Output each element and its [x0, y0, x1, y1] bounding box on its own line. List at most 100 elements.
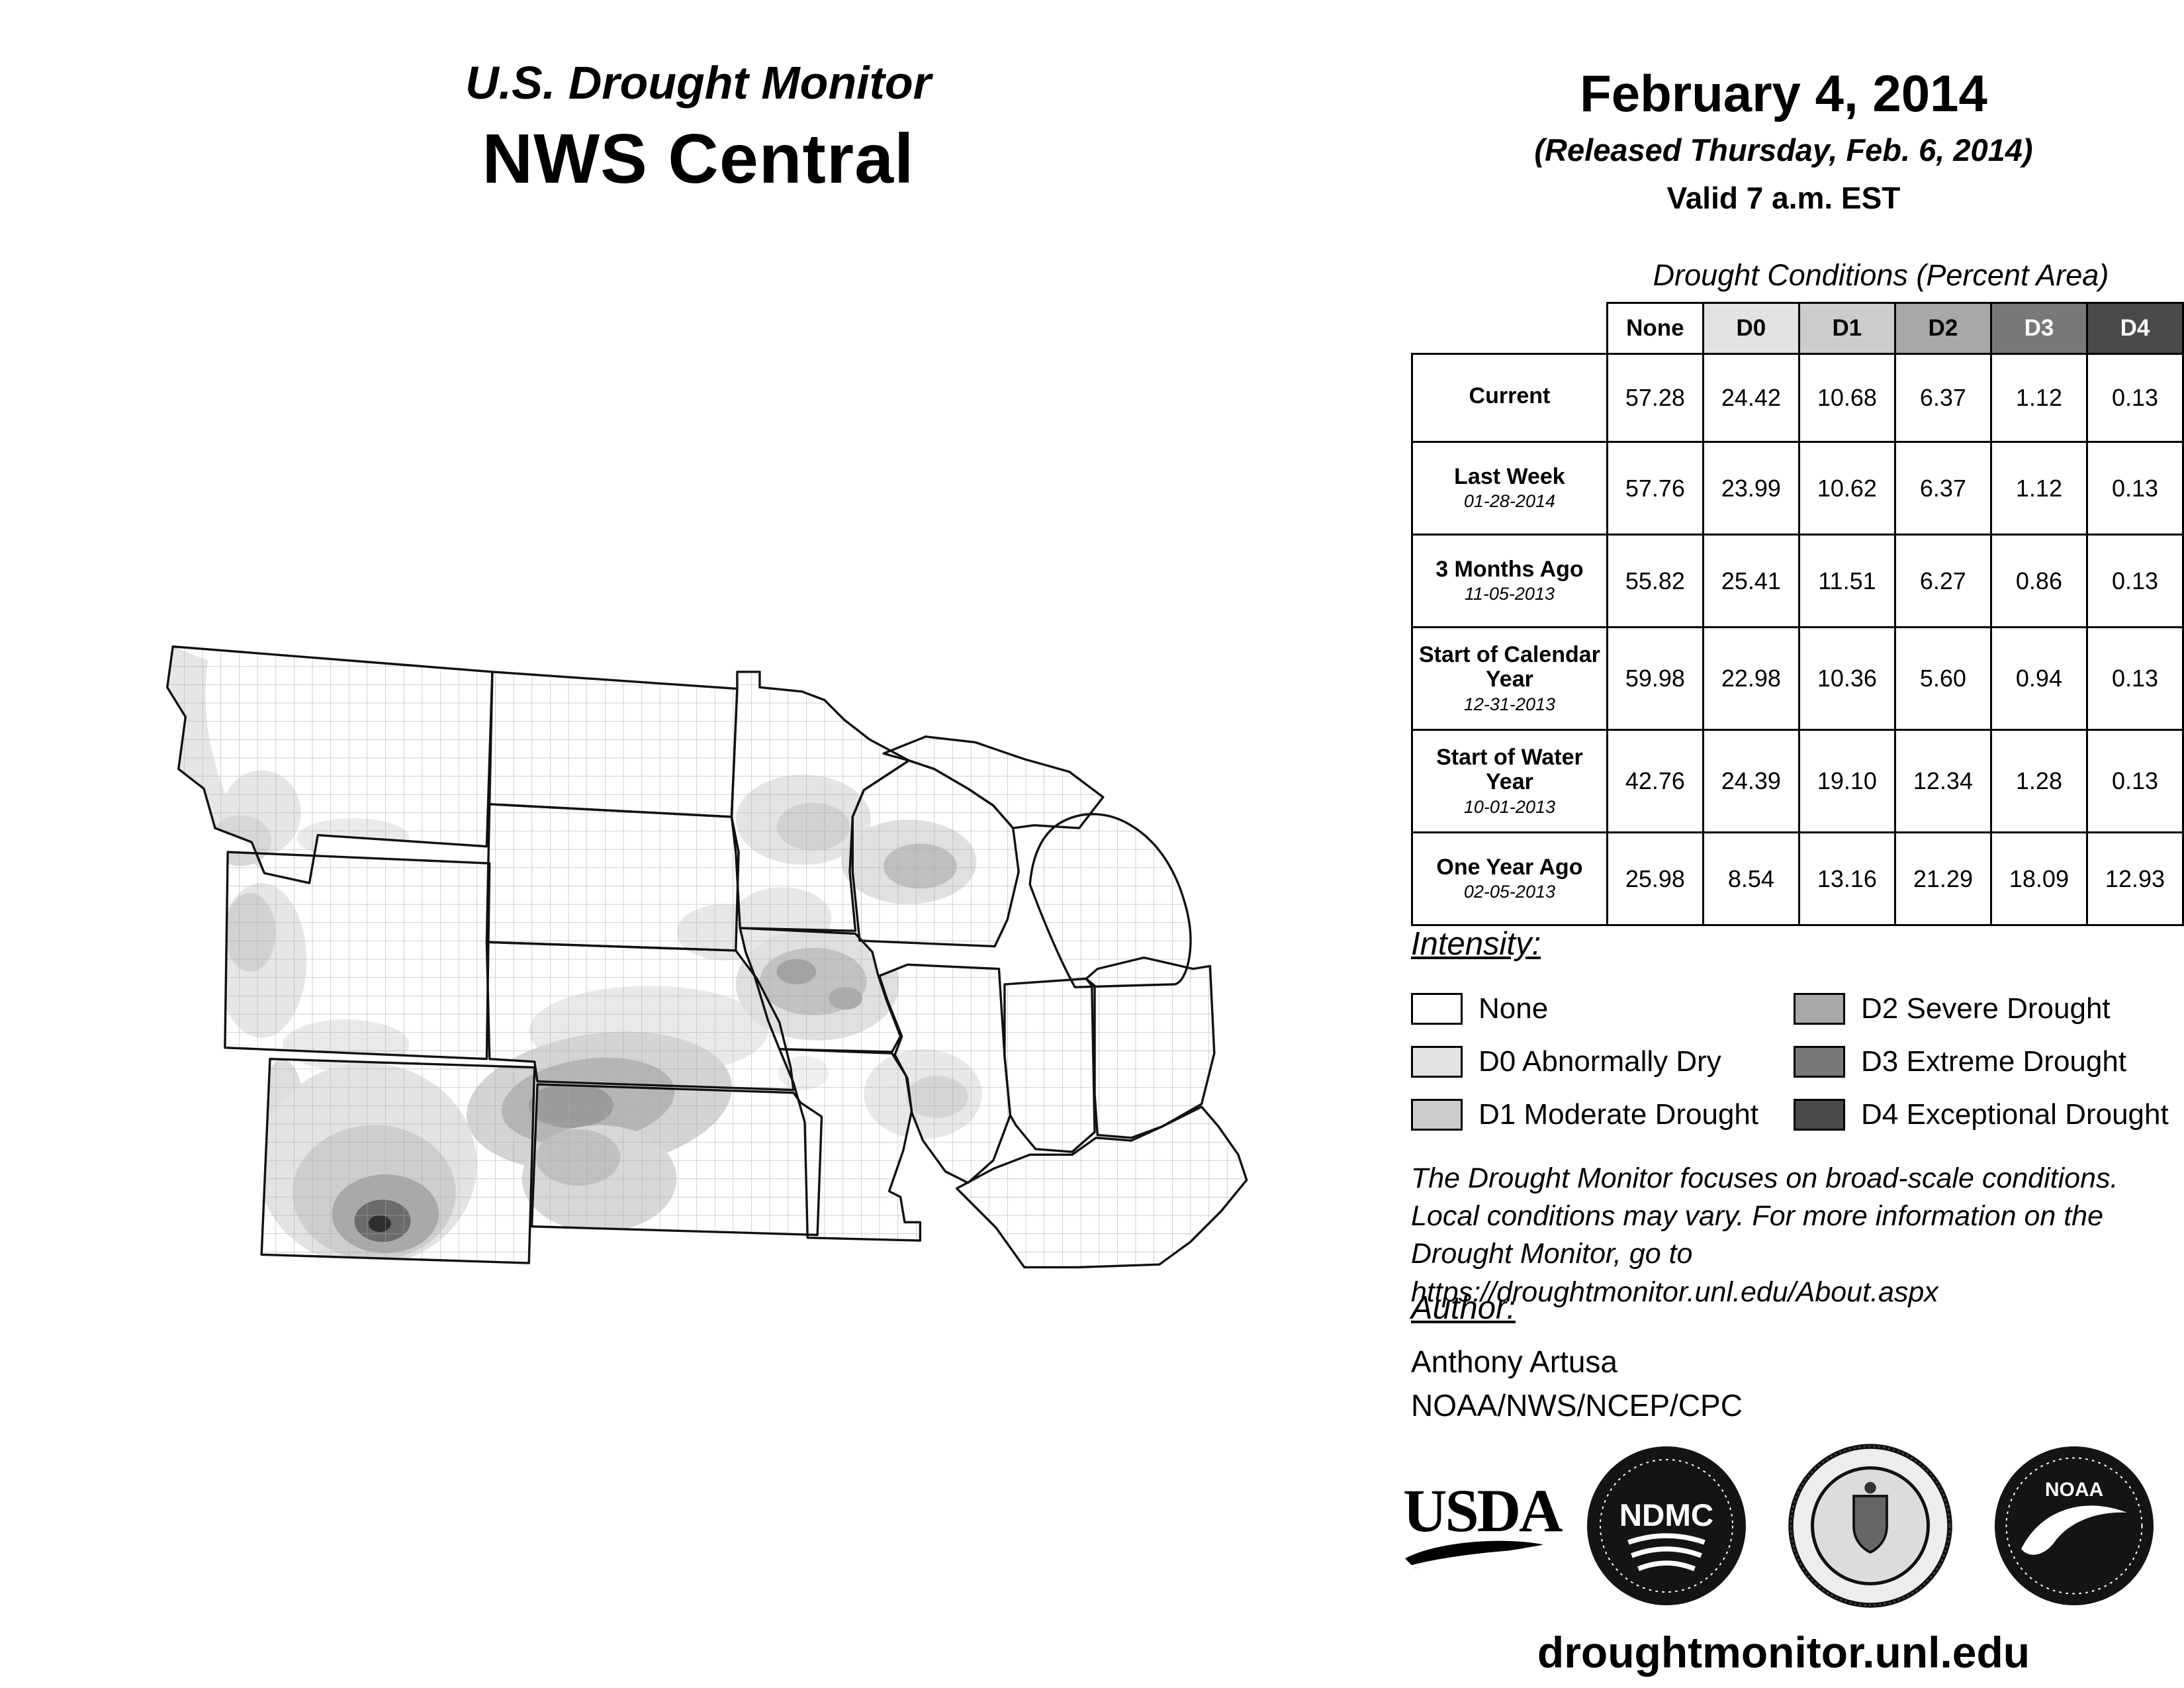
legend-item-d3: D3 Extreme Drought [1794, 1045, 2172, 1078]
cell-value: 0.13 [2085, 441, 2184, 536]
state-kansas [530, 1083, 823, 1237]
table-title: Drought Conditions (Percent Area) [1653, 258, 2109, 292]
usda-logo: USDA [1403, 1476, 1563, 1569]
legend-swatch-d2 [1794, 993, 1845, 1025]
cell-value: 55.82 [1606, 534, 1704, 628]
ndmc-logo: NDMC [1587, 1446, 1746, 1605]
col-header-d2: D2 [1893, 302, 1992, 355]
legend-swatch-d4 [1794, 1099, 1845, 1131]
commerce-seal-icon [1788, 1444, 1952, 1608]
state-colorado [260, 1058, 536, 1264]
col-header-d3: D3 [1989, 302, 2088, 355]
col-header-d0: D0 [1702, 302, 1800, 355]
cell-value: 0.13 [2085, 626, 2184, 731]
state-borders-layer [166, 645, 1248, 1269]
table-header-row: None D0 D1 D2 D3 D4 [1412, 302, 2184, 355]
legend-swatch-d1 [1411, 1099, 1463, 1131]
state-ohio [1085, 956, 1216, 1139]
state-wyoming [224, 851, 491, 1060]
drought-map [93, 629, 1317, 1317]
cell-value: 22.98 [1702, 626, 1800, 731]
intensity-heading: Intensity: [1411, 926, 1541, 962]
title-block: U.S. Drought Monitor NWS Central [199, 56, 1198, 199]
row-label: Start of Calendar Year 12-31-2013 [1411, 626, 1608, 731]
cell-value: 57.76 [1606, 441, 1704, 536]
cell-value: 5.60 [1893, 626, 1992, 731]
cell-value: 42.76 [1606, 729, 1704, 833]
state-michigan-upper [882, 735, 1105, 829]
cell-value: 10.62 [1797, 441, 1896, 536]
row-label: Start of Water Year 10-01-2013 [1411, 729, 1608, 833]
cell-value: 0.13 [2085, 534, 2184, 628]
cell-value: 21.29 [1893, 831, 1992, 926]
legend-item-none: None [1411, 992, 1794, 1025]
col-header-d4: D4 [2085, 302, 2184, 355]
state-montana [166, 645, 494, 884]
region-title: NWS Central [482, 119, 915, 198]
author-block: Author: Anthony Artusa NOAA/NWS/NCEP/CPC [1411, 1289, 1743, 1423]
cell-value: 19.10 [1797, 729, 1896, 833]
cell-value: 25.41 [1702, 534, 1800, 628]
table-row-one-year-ago: One Year Ago 02-05-2013 25.98 8.54 13.16… [1411, 831, 2184, 926]
cell-value: 11.51 [1797, 534, 1896, 628]
legend-swatch-none [1411, 993, 1463, 1025]
legend-swatch-d0 [1411, 1046, 1463, 1078]
legend-item-d4: D4 Exceptional Drought [1794, 1098, 2172, 1131]
cell-value: 10.36 [1797, 626, 1896, 731]
legend-swatch-d3 [1794, 1046, 1845, 1078]
cell-value: 6.27 [1893, 534, 1992, 628]
cell-value: 1.12 [1989, 353, 2088, 443]
col-header-none: None [1606, 302, 1704, 355]
legend-grid: None D0 Abnormally Dry D1 Moderate Droug… [1411, 982, 2172, 1141]
cell-value: 1.28 [1989, 729, 2088, 833]
note-line-3: Drought Monitor, go to https://droughtmo… [1411, 1238, 1938, 1308]
drought-map-svg [166, 645, 1248, 1269]
author-name: Anthony Artusa [1411, 1344, 1617, 1379]
valid-time: Valid 7 a.m. EST [1666, 181, 1901, 215]
usda-logo-text: USDA [1403, 1476, 1563, 1544]
cell-value: 10.68 [1797, 353, 1896, 443]
cell-value: 59.98 [1606, 626, 1704, 731]
note-line-2: Local conditions may vary. For more info… [1411, 1200, 2104, 1233]
table-row-start-calendar-year: Start of Calendar Year 12-31-2013 59.98 … [1411, 626, 2184, 731]
table-row-last-week: Last Week 01-28-2014 57.76 23.99 10.62 6… [1411, 441, 2184, 536]
cell-value: 57.28 [1606, 353, 1704, 443]
cell-value: 6.37 [1893, 353, 1992, 443]
row-label: Last Week 01-28-2014 [1411, 441, 1608, 536]
drought-shading-layer [167, 646, 1247, 1268]
county-grid-texture [167, 646, 1247, 1268]
state-michigan-lower [1028, 813, 1192, 988]
cell-value: 13.16 [1797, 831, 1896, 926]
cell-value: 8.54 [1702, 831, 1800, 926]
footer-url: droughtmonitor.unl.edu [1537, 1628, 2030, 1677]
cell-value: 12.93 [2085, 831, 2184, 926]
map-title: U.S. Drought Monitor [465, 57, 931, 109]
ndmc-logo-text: NDMC [1619, 1498, 1713, 1533]
cell-value: 0.94 [1989, 626, 2088, 731]
table-blank-cell [1412, 303, 1608, 354]
cell-value: 6.37 [1893, 441, 1992, 536]
state-south-dakota [485, 803, 740, 952]
date-block: February 4, 2014 (Released Thursday, Feb… [1416, 64, 2151, 216]
cell-value: 0.13 [2085, 729, 2184, 833]
table-row-3-months-ago: 3 Months Ago 11-05-2013 55.82 25.41 11.5… [1411, 534, 2184, 628]
cell-value: 24.39 [1702, 729, 1800, 833]
report-date: February 4, 2014 [1580, 64, 1987, 122]
noaa-logo: NOAA [1995, 1446, 2154, 1605]
cell-value: 18.09 [1989, 831, 2088, 926]
cell-value: 0.13 [2085, 353, 2184, 443]
state-iowa [739, 927, 902, 1053]
noaa-logo-text: NOAA [2045, 1479, 2103, 1501]
row-label: 3 Months Ago 11-05-2013 [1411, 534, 1608, 628]
table-row-start-water-year: Start of Water Year 10-01-2013 42.76 24.… [1411, 729, 2184, 833]
legend-item-d1: D1 Moderate Drought [1411, 1098, 1794, 1131]
release-date: (Released Thursday, Feb. 6, 2014) [1534, 132, 2033, 167]
row-label: One Year Ago 02-05-2013 [1411, 831, 1608, 926]
legend-item-d0: D0 Abnormally Dry [1411, 1045, 1794, 1078]
table-row-current: Current 57.28 24.42 10.68 6.37 1.12 0.13 [1411, 353, 2184, 443]
cell-value: 24.42 [1702, 353, 1800, 443]
note-line-1: The Drought Monitor focuses on broad-sca… [1411, 1162, 2118, 1194]
author-organization: NOAA/NWS/NCEP/CPC [1411, 1388, 1743, 1423]
cell-value: 0.86 [1989, 534, 2088, 628]
